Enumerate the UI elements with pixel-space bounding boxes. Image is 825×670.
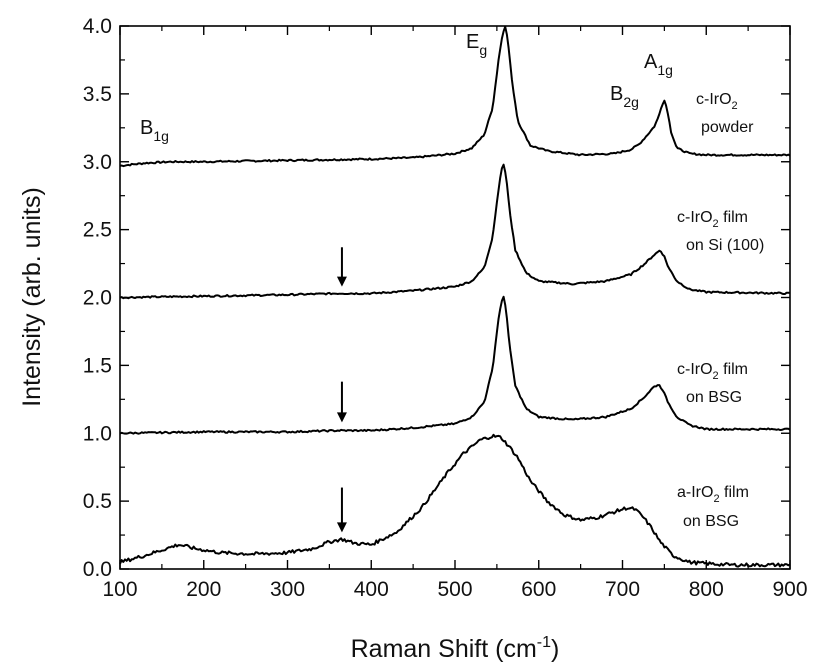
sample-label-0-text: c-IrO: [696, 91, 732, 108]
peak-label-b1g-sub: 1g: [153, 128, 169, 144]
y-tick-label: 2.5: [83, 219, 112, 242]
sample-label-1-sub: 2: [713, 218, 719, 230]
x-axis-title-sup: -1: [537, 634, 551, 651]
x-axis-title-suffix: ): [551, 635, 559, 663]
y-tick-label: 4.0: [83, 15, 112, 38]
x-tick-label: 700: [605, 578, 640, 601]
x-tick-label: 900: [772, 578, 807, 601]
arrow-markers: [336, 247, 347, 533]
x-tick-label: 600: [521, 578, 556, 601]
x-tick-label: 300: [270, 578, 305, 601]
sample-label-0-line2: powder: [701, 119, 754, 136]
peak-label-b1g-base: B: [140, 117, 153, 139]
x-axis-title: Raman Shift (cm-1): [351, 634, 560, 663]
peak-label-b1g: B1g: [140, 117, 169, 144]
peak-label-b2g: B2g: [610, 83, 639, 110]
spectrum-line-1: [119, 163, 791, 300]
sample-label-2-line2: on BSG: [686, 389, 742, 406]
sample-label-1-line1: c-IrO2 film: [677, 209, 748, 230]
x-tick-label: 100: [102, 578, 137, 601]
peak-label-b2g-base: B: [610, 83, 623, 105]
arrow-head-2: [336, 522, 347, 533]
y-tick-label: 3.0: [83, 151, 112, 174]
spectra: [119, 25, 791, 568]
sample-label-0-line1: c-IrO2: [696, 91, 738, 112]
sample-label-2-sub: 2: [713, 370, 719, 382]
sample-label-2-rest: film: [719, 361, 748, 378]
peak-label-a1g: A1g: [644, 51, 673, 78]
peak-label-a1g-sub: 1g: [657, 62, 673, 78]
x-tick-label: 500: [437, 578, 472, 601]
y-axis-title: Intensity (arb. units): [18, 187, 46, 407]
sample-label-2-line1: c-IrO2 film: [677, 361, 748, 382]
sample-label-1-text: c-IrO: [677, 209, 713, 226]
peak-label-eg-sub: g: [479, 42, 487, 58]
peak-label-eg-base: E: [466, 31, 479, 53]
spectrum-line-2: [119, 295, 791, 435]
peak-label-b2g-sub: 2g: [623, 94, 639, 110]
spectrum-line-3: [119, 433, 791, 568]
spectrum-line-0: [119, 25, 791, 168]
sample-label-2-text: c-IrO: [677, 361, 713, 378]
sample-label-3-text: a-IrO: [677, 484, 713, 501]
sample-label-3-line2: on BSG: [683, 513, 739, 530]
peak-label-eg: Eg: [466, 31, 487, 58]
x-tick-labels: 100 200 300 400 500 600 700 800 900: [102, 578, 807, 601]
sample-label-3-rest: film: [720, 484, 749, 501]
y-tick-label: 3.5: [83, 83, 112, 106]
y-tick-label: 1.5: [83, 354, 112, 377]
y-tick-label: 0.0: [83, 558, 112, 581]
sample-label-3-sub: 2: [713, 493, 719, 505]
axis-ticks: [119, 25, 791, 570]
sample-label-0-sub: 2: [732, 100, 738, 112]
arrow-head-1: [336, 412, 347, 423]
y-tick-label: 2.0: [83, 287, 112, 310]
x-tick-label: 800: [689, 578, 724, 601]
y-tick-labels: 0.0 0.5 1.0 1.5 2.0 2.5 3.0 3.5 4.0: [83, 15, 112, 581]
peak-label-a1g-base: A: [644, 51, 658, 73]
y-tick-label: 1.0: [83, 422, 112, 445]
x-axis-title-text: Raman Shift (cm: [351, 635, 537, 663]
x-tick-label: 400: [354, 578, 389, 601]
sample-label-3-line1: a-IrO2 film: [677, 484, 749, 505]
sample-label-1-line2: on Si (100): [686, 237, 764, 254]
x-tick-label: 200: [186, 578, 221, 601]
arrow-head-0: [336, 276, 347, 287]
sample-label-1-rest: film: [719, 209, 748, 226]
y-tick-label: 0.5: [83, 490, 112, 513]
